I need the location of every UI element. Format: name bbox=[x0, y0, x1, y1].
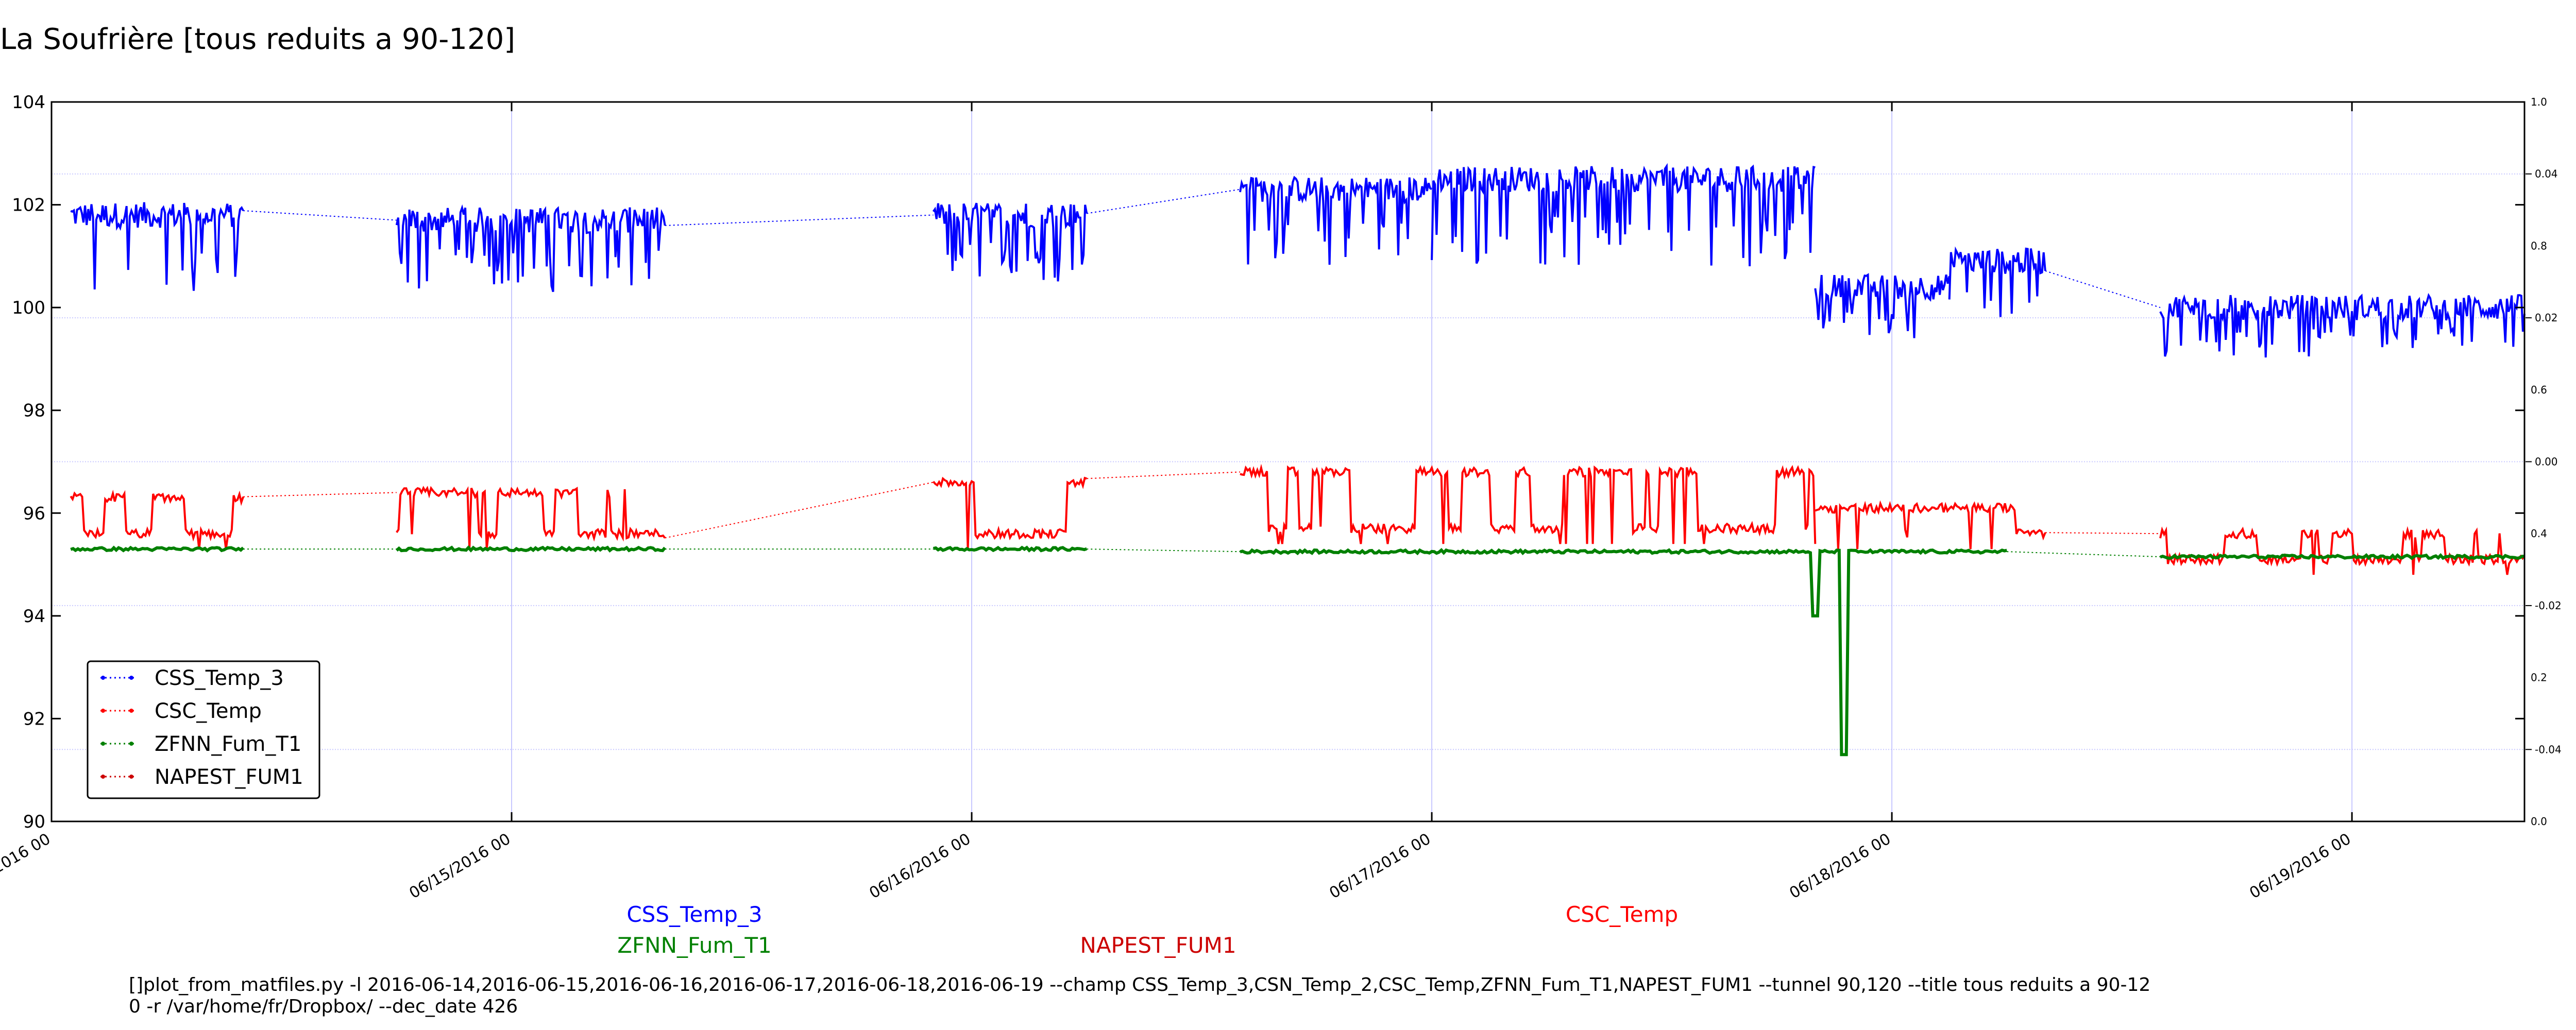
series-gap-line bbox=[665, 482, 934, 539]
series-gap-line bbox=[1087, 471, 1241, 479]
series-segment bbox=[1239, 176, 1432, 265]
legend-marker bbox=[129, 676, 133, 680]
legend-marker bbox=[129, 775, 133, 779]
y-tick-label: 90 bbox=[23, 812, 45, 832]
right-tick-label-a: 1.0 bbox=[2531, 96, 2547, 108]
series-gap-line bbox=[2007, 551, 2161, 558]
right-tick-label-b: -0.04 bbox=[2535, 743, 2562, 756]
right-tick-label-a: 0.8 bbox=[2531, 239, 2547, 252]
series-segment bbox=[395, 204, 666, 293]
plot-frame bbox=[50, 101, 2526, 822]
legend-entry: CSC_Temp bbox=[155, 699, 262, 723]
series-segment bbox=[933, 545, 1088, 553]
series-segment bbox=[932, 202, 1088, 282]
series-gap-line bbox=[243, 492, 397, 497]
y-tick-label: 98 bbox=[23, 401, 45, 421]
x-tick-label: 06/17/2016 00 bbox=[1327, 830, 1434, 903]
right-tick-label-a: 0.6 bbox=[2531, 384, 2547, 396]
y-tick-label: 94 bbox=[23, 606, 45, 627]
series-csc-temp bbox=[70, 464, 2526, 575]
series-segment bbox=[395, 545, 666, 553]
series-gap-line bbox=[665, 214, 934, 226]
label-napest-fum1: NAPEST_FUM1 bbox=[1080, 933, 1236, 958]
series-gap-line bbox=[1087, 188, 1241, 214]
x-tick-label: 06/16/2016 00 bbox=[866, 830, 974, 903]
right-axis: 0.0 0.2 0.4 0.6 0.8 1.0 -0.04 -0.02 0.00 0.02 0.04 bbox=[2526, 96, 2562, 828]
series-segment bbox=[1948, 246, 2046, 317]
chart-title: La Soufrière [tous reduits a 90-120] bbox=[0, 23, 515, 56]
right-tick-label-a: 0.0 bbox=[2531, 815, 2547, 828]
x-axis: 06/14/2016 00 06/15/2016 00 06/16/2016 00 0… bbox=[0, 102, 2354, 902]
series-segment bbox=[933, 476, 1087, 550]
command-line: []plot_from_matfiles.py -l 2016-06-14,20… bbox=[129, 974, 2151, 1017]
legend-marker bbox=[101, 676, 105, 680]
x-tick-label: 06/19/2016 00 bbox=[2247, 830, 2354, 903]
series-segment bbox=[70, 202, 244, 291]
label-csc-temp: CSC_Temp bbox=[1566, 902, 1678, 927]
legend-entry: ZFNN_Fum_T1 bbox=[155, 732, 301, 756]
legend-marker bbox=[101, 709, 105, 713]
series-gap-line bbox=[1087, 548, 1240, 553]
right-tick-label-b: 0.02 bbox=[2535, 312, 2558, 324]
right-tick-label-b: 0.00 bbox=[2535, 456, 2558, 468]
right-tick-label-a: 0.2 bbox=[2531, 672, 2547, 684]
series-layer bbox=[70, 163, 2526, 757]
series-segment bbox=[1815, 500, 2046, 550]
series-segment bbox=[70, 545, 245, 553]
legend-marker bbox=[129, 742, 133, 746]
right-tick-label-a: 0.4 bbox=[2531, 527, 2547, 540]
y-tick-label: 96 bbox=[23, 503, 45, 524]
legend-entry: NAPEST_FUM1 bbox=[155, 765, 303, 789]
y-tick-label: 92 bbox=[23, 709, 45, 729]
y-tick-label: 102 bbox=[12, 195, 45, 216]
legend-marker bbox=[101, 775, 105, 779]
legend-entry: CSS_Temp_3 bbox=[155, 666, 284, 690]
series-zfnn-fum-t1 bbox=[70, 545, 2524, 757]
right-tick-label-b: 0.04 bbox=[2535, 168, 2558, 180]
series-segment bbox=[1814, 273, 1951, 338]
x-tick-label: 06/14/2016 00 bbox=[0, 830, 54, 903]
legend: CSS_Temp_3 CSC_Temp ZFNN_Fum_T1 NAPEST_FUM1 bbox=[87, 660, 320, 799]
legend-box bbox=[87, 660, 320, 799]
series-css-temp-3 bbox=[70, 163, 2526, 358]
series-gap-line bbox=[2045, 532, 2161, 535]
series-segment bbox=[70, 489, 244, 550]
label-css-temp-3: CSS_Temp_3 bbox=[626, 902, 762, 927]
x-tick-label: 06/15/2016 00 bbox=[406, 830, 514, 903]
legend-marker bbox=[101, 742, 105, 746]
legend-marker bbox=[129, 709, 133, 713]
series-segment bbox=[396, 486, 666, 550]
series-gap-line bbox=[243, 210, 397, 221]
series-gap-line bbox=[2045, 270, 2161, 308]
series-segment bbox=[2160, 553, 2524, 561]
y-tick-label: 100 bbox=[12, 298, 45, 318]
series-segment bbox=[2159, 526, 2526, 575]
right-tick-label-b: -0.02 bbox=[2535, 599, 2562, 612]
left-axis: 90 92 94 96 98 100 102 104 bbox=[12, 92, 2524, 832]
series-segment bbox=[1240, 464, 1817, 544]
series-segment bbox=[1431, 163, 1816, 267]
label-zfnn-fum-t1: ZFNN_Fum_T1 bbox=[617, 933, 772, 958]
x-tick-label: 06/18/2016 00 bbox=[1787, 830, 1894, 903]
series-segment bbox=[1240, 547, 2007, 757]
series-segment bbox=[2159, 293, 2526, 358]
y-tick-label: 104 bbox=[12, 92, 45, 113]
